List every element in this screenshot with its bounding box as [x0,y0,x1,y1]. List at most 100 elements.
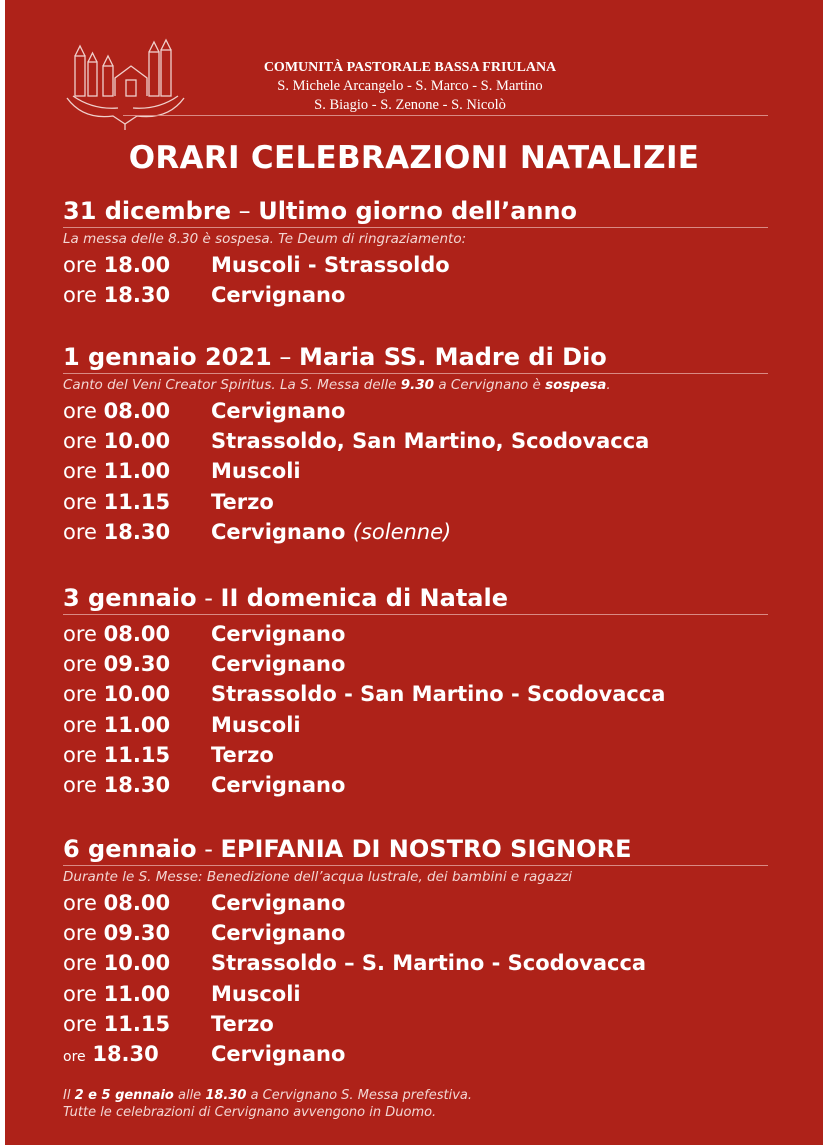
section-date: 3 gennaio [63,584,197,612]
text-segment: Strassoldo - San Martino - Scodovacca [211,682,666,707]
mass-time: 10.00 [103,682,171,707]
text-segment: Durante le S. Messe: Benedizione dell’ac… [63,869,573,885]
mass-times-list: ore 18.00 Muscoli - Strassoldo ore 18.30 Ce… [63,250,768,310]
section-separator: - [196,584,221,612]
section-date: 31 dicembre [63,197,231,225]
mass-time: 09.30 [103,652,171,677]
mass-time-row: ore 10.00 Strassoldo – S. Martino - Scodo… [63,948,768,978]
schedule-section: 6 gennaio - EPIFANIA DI NOSTRO SIGNORE Du… [63,834,768,1069]
mass-time-row: ore 08.00 Cervignano [63,619,768,649]
text-segment: Cervignano [211,519,353,544]
ore-label: ore [63,429,97,454]
mass-location: Muscoli [211,979,301,1009]
text-segment: 2 e 5 gennaio [74,1088,174,1103]
text-segment: alle [173,1088,206,1103]
text-segment: 18.30 [205,1088,247,1103]
mass-time: 09.30 [103,921,171,946]
mass-time-row: ore 08.00 Cervignano [63,396,768,426]
text-segment: Strassoldo – S. Martino - Scodovacca [211,951,647,976]
text-segment: Cervignano [211,891,346,915]
text-segment: a Cervignano S. Messa prefestiva. [246,1088,472,1103]
mass-times-list: ore 08.00 Cervignano ore 09.30 Cervignano or… [63,888,768,1069]
schedule-section: 3 gennaio - II domenica di Natale ore 08.… [63,583,768,800]
ore-label: ore [63,981,97,1006]
mass-time: 08.00 [103,399,171,423]
mass-location: Cervignano [211,1039,345,1069]
mass-time: 11.00 [103,981,171,1006]
section-separator: – [271,343,300,371]
section-note: Durante le S. Messe: Benedizione dell’ac… [63,868,768,886]
ore-label: ore [63,742,97,767]
text-segment: Muscoli - Strassoldo [211,253,450,277]
mass-location: Cervignano [211,770,345,800]
mass-time-row: ore 18.30 Cervignano (solenne) [63,517,768,547]
mass-time-row: ore 08.00 Cervignano [63,888,768,918]
section-divider [63,373,768,374]
spacer [63,615,768,617]
page-title: ORARI CELEBRAZIONI NATALIZIE [128,140,700,176]
section-note: Canto del Veni Creator Spiritus. La S. M… [63,376,768,394]
text-segment: Terzo [211,742,274,767]
text-segment: Canto del Veni Creator Spiritus. La S. M… [63,377,401,393]
mass-time-row: ore 18.30 Cervignano [63,1039,768,1069]
ore-label: ore [63,652,97,677]
text-segment: Cervignano [211,622,346,646]
text-segment: Strassoldo, San Martino, Scodovacca [211,429,650,454]
text-segment: Muscoli [211,459,301,484]
mass-time: 08.00 [103,891,171,915]
section-date: 1 gennaio 2021 [63,343,272,371]
organization-header: COMUNITÀ PASTORALE BASSA FRIULANA S. Mic… [205,58,615,115]
section-name: Maria SS. Madre di Dio [299,343,607,371]
text-segment: a Cervignano è [434,377,546,393]
mass-time-row: ore 18.30 Cervignano [63,770,768,800]
mass-location: Terzo [211,487,274,517]
ore-label: ore [63,1011,97,1036]
text-segment: Cervignano [211,1041,346,1066]
mass-time-row: ore 10.00 Strassoldo - San Martino - Scod… [63,679,768,709]
text-segment: Cervignano [211,772,346,797]
mass-time: 10.00 [103,429,171,454]
mass-location: Cervignano [211,649,345,679]
mass-time: 11.15 [103,1011,171,1036]
text-segment: Cervignano [211,283,346,308]
ore-label: ore [63,951,97,976]
text-segment: sospesa [545,377,607,393]
mass-time: 08.00 [103,622,171,646]
section-divider [63,865,768,866]
section-heading: 3 gennaio - II domenica di Natale [63,583,768,613]
mass-time: 11.15 [103,742,171,767]
mass-time: 11.15 [103,489,171,514]
mass-time-row: ore 11.00 Muscoli [63,979,768,1009]
section-heading: 1 gennaio 2021 – Maria SS. Madre di Dio [63,342,768,372]
mass-time: 11.00 [103,459,171,484]
footer-line-2: Tutte le celebrazioni di Cervignano avve… [63,1105,437,1120]
ore-label: ore [63,772,97,797]
text-segment: Muscoli [211,712,301,737]
section-separator: - [196,835,221,863]
section-date: 6 gennaio [63,835,197,863]
mass-location: Cervignano [211,280,345,310]
ore-label: ore [63,891,97,915]
mass-location: Terzo [211,740,274,770]
parishes-line-2: S. Biagio - S. Zenone - S. Nicolò [314,97,506,113]
mass-time: 18.30 [103,772,171,797]
mass-time-row: ore 11.15 Terzo [63,1009,768,1039]
mass-time-row: ore 11.15 Terzo [63,740,768,770]
text-segment: Cervignano [211,652,346,677]
mass-times-list: ore 08.00 Cervignano ore 09.30 Cervignano or… [63,619,768,800]
ore-label: ore [63,921,97,946]
text-segment: 9.30 [400,377,435,393]
text-segment: La messa delle 8.30 è sospesa. Te Deum d… [63,231,467,247]
mass-time-row: ore 11.00 Muscoli [63,456,768,486]
mass-time-row: ore 18.30 Cervignano [63,280,768,310]
ore-label: ore [63,712,97,737]
schedule-section: 1 gennaio 2021 – Maria SS. Madre di Dio C… [63,342,768,547]
mass-time-row: ore 11.00 Muscoli [63,710,768,740]
mass-location: Muscoli - Strassoldo [211,250,450,280]
mass-time: 11.00 [103,712,171,737]
ore-label: ore [63,622,97,646]
ore-label: ore [63,682,97,707]
section-name: Ultimo giorno dell’anno [258,197,578,225]
org-name: COMUNITÀ PASTORALE BASSA FRIULANA [263,60,557,75]
mass-time: 10.00 [103,951,171,976]
